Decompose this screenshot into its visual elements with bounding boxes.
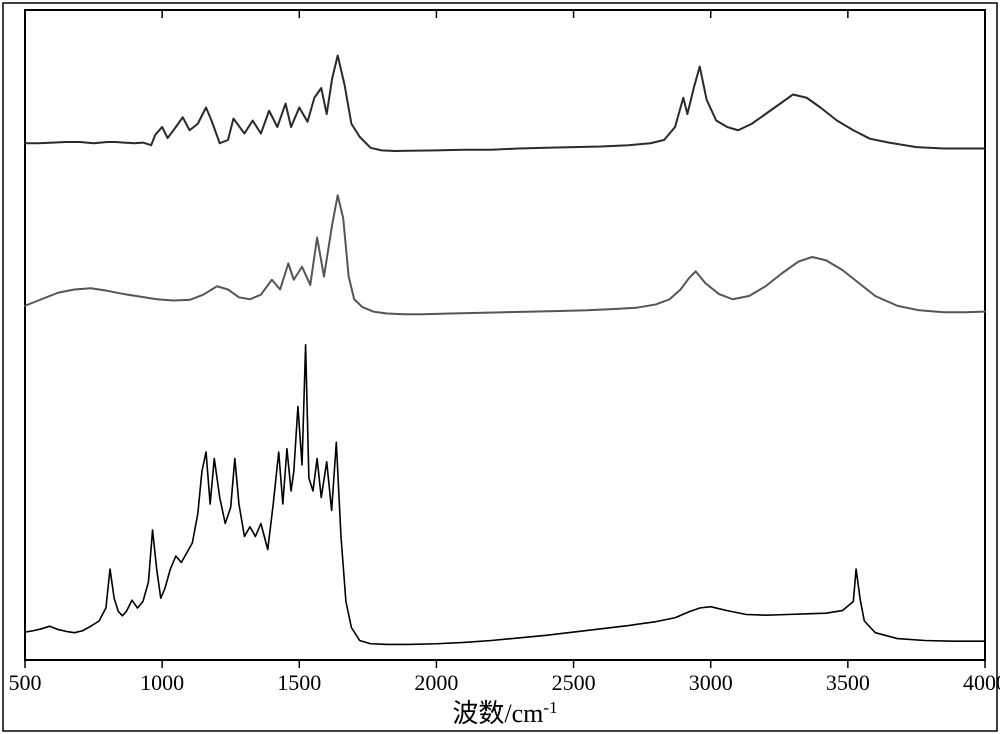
x-tick-label: 3500 bbox=[826, 670, 870, 695]
x-tick-label: 500 bbox=[9, 670, 42, 695]
x-tick-label: 4000 bbox=[963, 670, 1000, 695]
x-tick-label: 3000 bbox=[689, 670, 733, 695]
x-tick-label: 1000 bbox=[140, 670, 184, 695]
x-tick-label: 1500 bbox=[277, 670, 321, 695]
x-tick-label: 2000 bbox=[414, 670, 458, 695]
chart-svg: 500 1000 1500 2000 2500 3000 3500 4000 波数/cm-1 bbox=[0, 0, 1000, 734]
x-tick-label: 2500 bbox=[552, 670, 596, 695]
x-axis-label: 波数/cm-1 bbox=[452, 698, 557, 729]
ir-spectra-chart: 500 1000 1500 2000 2500 3000 3500 4000 波数/cm-1 bbox=[0, 0, 1000, 734]
